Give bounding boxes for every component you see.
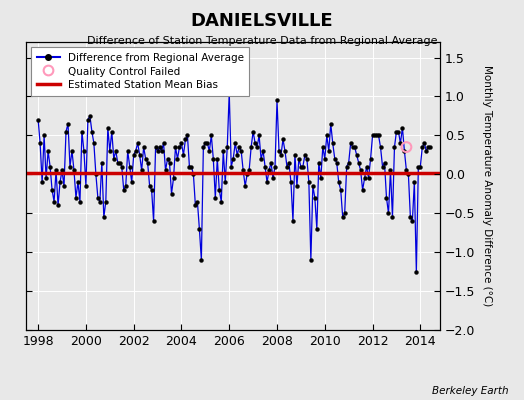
Text: DANIELSVILLE: DANIELSVILLE	[191, 12, 333, 30]
Y-axis label: Monthly Temperature Anomaly Difference (°C): Monthly Temperature Anomaly Difference (…	[483, 65, 493, 307]
Text: Berkeley Earth: Berkeley Earth	[432, 386, 508, 396]
Text: Difference of Station Temperature Data from Regional Average: Difference of Station Temperature Data f…	[87, 36, 437, 46]
Point	[402, 144, 411, 150]
